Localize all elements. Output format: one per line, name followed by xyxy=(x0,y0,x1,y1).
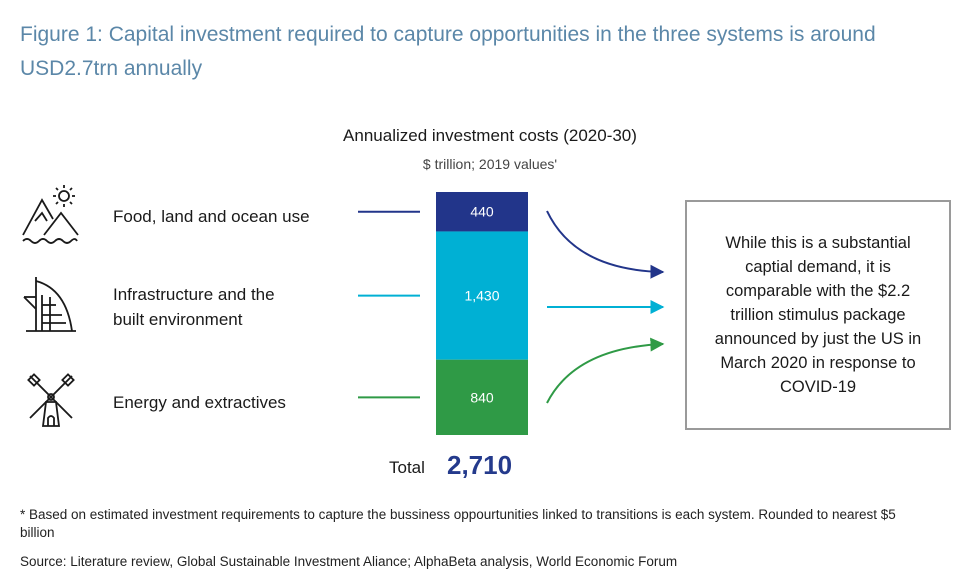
mountains-sun-icon xyxy=(22,185,79,244)
figure-title: Figure 1: Capital investment required to… xyxy=(20,23,876,80)
bar-value-label-energy: 840 xyxy=(470,389,494,405)
arrow-food xyxy=(546,210,665,279)
source-note: Source: Literature review, Global Sustai… xyxy=(20,554,678,569)
row-label-food: Food, land and ocean use xyxy=(113,204,310,229)
row-label-line: Food, land and ocean use xyxy=(113,207,310,226)
chart-title: Annualized investment costs (2020-30) xyxy=(343,126,637,145)
bar-value-label-food: 440 xyxy=(470,204,494,220)
total-value: 2,710 xyxy=(447,450,513,480)
row-label-line: Energy and extractives xyxy=(113,393,286,412)
footnote: * Based on estimated investment requirem… xyxy=(20,507,896,540)
row-label-line: built environment xyxy=(113,310,243,329)
arrow-energy xyxy=(546,337,665,404)
bar-segment-food xyxy=(436,192,528,232)
row-label-infrastructure: Infrastructure and the built environment xyxy=(113,282,275,332)
building-icon xyxy=(23,277,76,332)
row-label-energy: Energy and extractives xyxy=(113,390,286,415)
callout-box: While this is a substantial captial dema… xyxy=(685,200,951,430)
callout-text: While this is a substantial captial dema… xyxy=(714,234,922,396)
row-label-line: Infrastructure and the xyxy=(113,285,275,304)
total-label: Total xyxy=(389,458,425,477)
bar-value-label-infrastructure: 1,430 xyxy=(464,288,499,304)
chart-subtitle: $ trillion; 2019 values' xyxy=(422,156,558,172)
bar-segment-energy xyxy=(436,359,528,435)
bar-segment-infrastructure xyxy=(436,231,528,360)
windmill-icon xyxy=(27,373,75,427)
